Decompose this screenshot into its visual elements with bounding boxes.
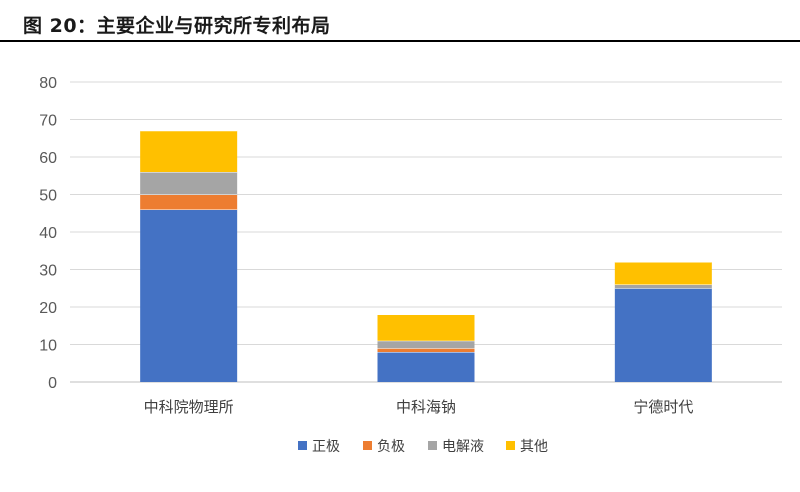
legend-swatch xyxy=(428,441,437,450)
y-tick-label: 0 xyxy=(48,375,57,392)
legend: 正极 负极 电解液 其他 xyxy=(298,439,548,455)
y-tick-label: 40 xyxy=(39,225,57,242)
bar-segment xyxy=(614,288,712,382)
bar-segment xyxy=(614,284,712,289)
x-category-label: 中科院物理所 xyxy=(144,398,234,416)
bar-segment xyxy=(140,130,238,172)
figure-header: 图 20：主要企业与研究所专利布局 xyxy=(0,0,800,42)
legend-label: 其他 xyxy=(520,439,548,455)
bar-segment xyxy=(377,352,475,382)
title-divider xyxy=(0,40,800,42)
legend-swatch xyxy=(506,441,515,450)
y-tick-label: 20 xyxy=(39,300,57,317)
legend-label: 负极 xyxy=(377,439,405,455)
legend-label: 正极 xyxy=(312,439,340,455)
y-tick-label: 10 xyxy=(39,338,57,355)
y-tick-label: 50 xyxy=(39,188,57,205)
y-tick-label: 70 xyxy=(39,113,57,130)
x-category-label: 宁德时代 xyxy=(633,398,693,416)
x-axis-categories: 中科院物理所 中科海钠 宁德时代 xyxy=(144,398,694,416)
bar-segment xyxy=(140,172,238,195)
legend-swatch xyxy=(363,441,372,450)
legend-label: 电解液 xyxy=(442,439,484,455)
bar-segment xyxy=(140,209,238,382)
y-tick-label: 60 xyxy=(39,150,57,167)
bar-segment xyxy=(377,340,475,349)
y-axis-ticks: 0 10 20 30 40 50 60 70 80 xyxy=(39,75,57,392)
bars xyxy=(140,130,712,382)
bar-segment xyxy=(377,314,475,341)
x-category-label: 中科海钠 xyxy=(396,398,456,416)
bar-segment xyxy=(377,348,475,352)
y-tick-label: 80 xyxy=(39,75,57,92)
y-tick-label: 30 xyxy=(39,263,57,280)
legend-swatch xyxy=(298,441,307,450)
bar-segment xyxy=(140,194,238,210)
bar-segment xyxy=(614,262,712,285)
figure-title: 图 20：主要企业与研究所专利布局 xyxy=(23,15,331,37)
